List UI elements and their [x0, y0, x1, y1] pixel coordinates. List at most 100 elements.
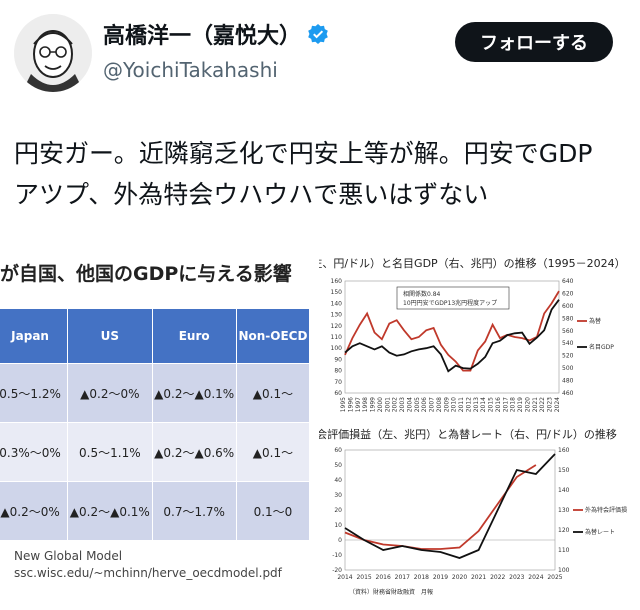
x-tick-label: 2004 [406, 397, 413, 412]
tweet-media[interactable]: が自国、他国のGDPに与える影響 Japan US Euro Non-OECD … [0, 233, 640, 610]
y-left-tick-label: 90 [334, 356, 342, 363]
y-left-tick-label: 50 [334, 462, 342, 469]
plot-frame [344, 449, 556, 571]
y-left-tick-label: 0 [338, 537, 342, 544]
x-tick-label: 2017 [502, 397, 509, 412]
source-line: New Global Model [14, 549, 123, 563]
avatar[interactable] [14, 14, 92, 92]
table-header: Japan [0, 308, 69, 364]
x-tick-label: 2021 [532, 397, 539, 412]
table-header: Non-OECD [235, 308, 311, 364]
verified-badge-icon [308, 24, 328, 44]
table-cell: ▲0.2〜▲0.6% [151, 422, 237, 482]
x-tick-label: 2017 [395, 574, 410, 581]
table-cell: ▲0.2〜0% [0, 481, 69, 541]
x-tick-label: 2024 [528, 574, 543, 581]
x-tick-label: 2020 [524, 397, 531, 412]
y-left-tick-label: 120 [331, 323, 343, 330]
y-right-tick-label: 110 [558, 547, 570, 554]
user-handle[interactable]: @YoichiTakahashi [103, 58, 278, 82]
series-line [344, 299, 560, 373]
x-tick-label: 2007 [429, 397, 436, 412]
source-url: ssc.wisc.edu/~mchinn/herve_oecdmodel.pdf [14, 566, 282, 580]
table-cell: 0.1〜0 [235, 481, 311, 541]
x-tick-label: 2009 [443, 397, 450, 412]
y-left-tick-label: 150 [331, 289, 343, 296]
table-row: ▲0.2〜0% ▲0.2〜▲0.1% 0.7〜1.7% 0.1〜0 [0, 481, 311, 541]
x-tick-label: 2020 [452, 574, 467, 581]
chart-title: 為替（左、円/ドル）と名目GDP（右、兆円）の推移（1995－2024） [319, 256, 626, 270]
follow-button[interactable]: フォローする [455, 22, 613, 62]
x-tick-label: 2022 [539, 397, 546, 412]
x-tick-label: 2019 [433, 574, 448, 581]
series-line [344, 453, 556, 559]
display-name[interactable]: 高橋洋一（嘉悦大） [103, 24, 302, 49]
x-tick-label: 2021 [471, 574, 486, 581]
table-cell: 0.3%〜0% [0, 422, 69, 482]
chart-title: 外為特会評価損益（左、兆円）と為替レート（右、円/ドル）の推移 [319, 427, 617, 441]
x-tick-label: 1997 [355, 397, 362, 412]
x-tick-label: 2018 [510, 397, 517, 412]
gdp-impact-image[interactable]: が自国、他国のGDPに与える影響 Japan US Euro Non-OECD … [0, 233, 318, 610]
table-header: US [67, 308, 153, 364]
table-row: 0.5〜1.2% ▲0.2〜0% ▲0.2〜▲0.1% ▲0.1〜 [0, 363, 311, 423]
x-tick-label: 1999 [370, 397, 377, 412]
x-tick-label: 2015 [488, 397, 495, 412]
x-tick-label: 2011 [458, 397, 465, 412]
y-right-tick-label: 130 [558, 507, 570, 514]
fx-gdp-chart: 為替（左、円/ドル）と名目GDP（右、兆円）の推移（1995－2024） 60 70… [319, 256, 626, 412]
y-left-tick-label: -20 [332, 567, 342, 574]
annotation-text: 相関係数0.84 [403, 290, 441, 298]
y-right-tick-label: 540 [562, 340, 574, 347]
table-header: Euro [151, 308, 237, 364]
y-left-tick-label: 60 [334, 390, 342, 397]
x-tick-label: 2018 [414, 574, 429, 581]
x-tick-label: 1996 [347, 397, 354, 412]
charts-image[interactable]: 為替（左、円/ドル）と名目GDP（右、兆円）の推移（1995－2024） 60 70… [319, 233, 640, 610]
annotation-box [396, 286, 510, 310]
table-cell: ▲0.2〜▲0.1% [151, 363, 237, 423]
x-tick-label: 2014 [480, 397, 487, 412]
y-left-tick-label: 130 [331, 312, 343, 319]
legend-label: 外為特会評価損 [585, 506, 627, 514]
y-left-tick-label: 160 [331, 278, 343, 285]
gdp-impact-title: が自国、他国のGDPに与える影響 [0, 263, 292, 285]
y-left-tick-label: 140 [331, 300, 343, 307]
y-right-tick-label: 500 [562, 365, 574, 372]
series-line [344, 464, 537, 550]
y-right-tick-label: 460 [562, 390, 574, 397]
y-right-tick-label: 580 [562, 315, 574, 322]
x-tick-label: 2019 [517, 397, 524, 412]
y-left-tick-label: -10 [332, 552, 342, 559]
y-right-tick-label: 140 [558, 487, 570, 494]
y-left-tick-label: 110 [331, 334, 343, 341]
x-tick-label: 2008 [436, 397, 443, 412]
table-cell: 0.5〜1.1% [67, 422, 153, 482]
tweet-text-line: アツプ、外為特会ウハウハで悪いはずない [14, 180, 489, 209]
table-header-row: Japan US Euro Non-OECD [0, 308, 311, 364]
table-cell: 0.7〜1.7% [151, 481, 237, 541]
y-left-tick-label: 20 [334, 507, 342, 514]
x-tick-label: 2023 [509, 574, 524, 581]
table-row: 0.3%〜0% 0.5〜1.1% ▲0.2〜▲0.6% ▲0.1〜 [0, 422, 311, 482]
y-left-tick-label: 70 [334, 379, 342, 386]
series-line [344, 290, 560, 372]
x-tick-label: 2015 [356, 574, 371, 581]
user-name-row: 高橋洋一（嘉悦大） [103, 18, 329, 50]
y-left-tick-label: 40 [334, 477, 342, 484]
x-tick-label: 1998 [362, 397, 369, 412]
x-tick-label: 2012 [465, 397, 472, 412]
x-tick-label: 2022 [490, 574, 505, 581]
y-right-tick-label: 620 [562, 290, 574, 297]
gdp-impact-table: Japan US Euro Non-OECD 0.5〜1.2% ▲0.2〜0% … [0, 308, 311, 541]
chart-source: （資料）財務省財政融資 月報 [349, 588, 433, 596]
legend-label: 為替レート [585, 528, 615, 536]
y-right-tick-label: 600 [562, 303, 574, 310]
y-right-tick-label: 160 [558, 447, 570, 454]
y-right-tick-label: 560 [562, 328, 574, 335]
legend-label: 為替 [589, 317, 601, 325]
x-tick-label: 2013 [473, 397, 480, 412]
x-tick-label: 2005 [414, 397, 421, 412]
x-tick-label: 2010 [451, 397, 458, 412]
caricature-avatar-icon [14, 14, 92, 92]
